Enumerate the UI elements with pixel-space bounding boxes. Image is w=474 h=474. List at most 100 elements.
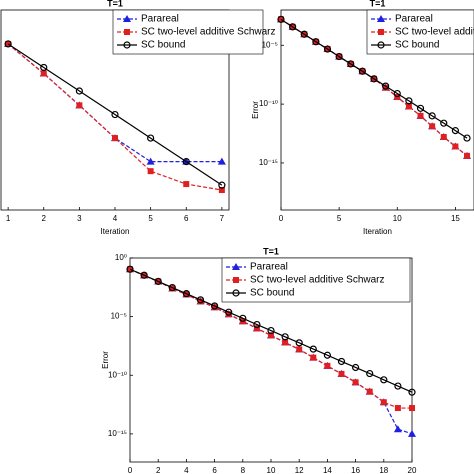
- legend-label: SC bound: [395, 40, 439, 51]
- data-point: [211, 304, 218, 311]
- x-tick-label: 2: [42, 214, 47, 223]
- legend-label: Parareal: [395, 14, 433, 25]
- data-point: [182, 158, 190, 166]
- data-point: [393, 425, 402, 433]
- data-point: [366, 388, 373, 395]
- data-point: [40, 63, 48, 72]
- y-tick-label: 10⁻¹⁵: [108, 429, 127, 438]
- data-point: [358, 67, 366, 75]
- x-tick-label: 4: [184, 466, 189, 474]
- data-point: [347, 60, 355, 68]
- data-point: [464, 152, 471, 159]
- data-point: [196, 296, 205, 304]
- series-line: [7, 43, 223, 186]
- data-point: [394, 405, 401, 412]
- data-point: [380, 376, 388, 384]
- data-point: [428, 112, 436, 120]
- data-point: [366, 369, 374, 378]
- data-point: [382, 82, 390, 90]
- x-tick-label: 8: [241, 466, 246, 474]
- data-point: [440, 119, 448, 127]
- data-point: [253, 320, 261, 329]
- data-point: [277, 15, 285, 23]
- data-point: [323, 45, 332, 53]
- data-point: [408, 388, 416, 396]
- legend: Parareal SC two-level additive Schwarz SC …: [112, 9, 276, 55]
- legend-box: [112, 9, 264, 55]
- legend-marker: [378, 29, 384, 35]
- chart-title: T=1: [263, 246, 279, 256]
- legend-marker: [233, 277, 239, 283]
- data-point: [416, 104, 425, 112]
- x-tick-label: 5: [337, 214, 342, 223]
- data-point: [463, 134, 471, 142]
- y-tick-label: 10⁻¹⁰: [108, 370, 127, 379]
- series-line: [129, 268, 413, 393]
- x-tick-label: 20: [408, 466, 417, 474]
- legend-label: Parareal: [141, 14, 179, 25]
- x-axis-label: Iteration: [363, 227, 392, 236]
- data-point: [324, 362, 331, 369]
- data-point: [146, 157, 155, 165]
- legend-label: SC bound: [141, 40, 185, 51]
- data-point: [5, 40, 12, 47]
- data-point: [225, 308, 233, 316]
- data-point: [281, 333, 289, 341]
- legend-marker: [232, 263, 240, 270]
- data-point: [126, 265, 134, 273]
- y-axis-label: Error: [251, 101, 260, 119]
- chart-title: T=1: [107, 0, 123, 8]
- data-point: [394, 382, 402, 390]
- x-tick-label: 6: [212, 466, 217, 474]
- y-tick-label: 10⁰: [115, 253, 127, 262]
- x-tick-label: 6: [184, 214, 189, 223]
- data-point: [218, 181, 226, 189]
- legend-label: SC bound: [250, 288, 294, 299]
- data-point: [168, 283, 176, 292]
- data-point: [323, 351, 331, 359]
- data-point: [296, 346, 303, 353]
- data-point: [309, 345, 317, 353]
- x-tick-label: 14: [323, 466, 332, 474]
- data-point: [409, 405, 415, 412]
- data-point: [300, 30, 308, 38]
- data-point: [370, 75, 378, 83]
- x-tick-label: 0: [128, 466, 133, 474]
- data-point: [289, 23, 297, 31]
- x-tick-label: 1: [6, 214, 11, 223]
- data-point: [239, 314, 247, 322]
- chart-title: T=1: [370, 0, 386, 8]
- legend-label: Parareal: [250, 262, 288, 273]
- data-point: [253, 325, 260, 332]
- data-point: [267, 326, 275, 335]
- data-point: [310, 354, 317, 361]
- y-axis-label: Error: [101, 351, 110, 369]
- data-point: [282, 339, 289, 346]
- y-tick-label: 10⁻⁵: [111, 312, 127, 321]
- data-point: [147, 134, 155, 142]
- series-line: [129, 268, 412, 409]
- data-point: [147, 168, 154, 175]
- data-point: [337, 357, 346, 366]
- y-tick-label: 10⁻¹⁵: [259, 158, 278, 167]
- data-point: [382, 84, 389, 91]
- x-tick-label: 5: [148, 214, 153, 223]
- y-tick-label: 10⁻¹⁰: [259, 99, 278, 108]
- data-point: [380, 399, 387, 406]
- data-point: [211, 302, 219, 310]
- x-tick-label: 15: [451, 214, 460, 223]
- legend-marker: [123, 15, 131, 22]
- x-tick-label: 0: [279, 214, 284, 223]
- x-tick-label: 2: [156, 466, 161, 474]
- legend-label: SC two-level additive Schwarz: [395, 27, 474, 38]
- data-point: [217, 157, 226, 165]
- data-point: [451, 127, 459, 135]
- data-point: [429, 123, 436, 130]
- data-point: [225, 311, 232, 318]
- data-point: [218, 187, 225, 194]
- data-point: [452, 143, 459, 150]
- data-point: [352, 379, 359, 386]
- data-point: [408, 429, 416, 437]
- legend-marker: [124, 29, 130, 35]
